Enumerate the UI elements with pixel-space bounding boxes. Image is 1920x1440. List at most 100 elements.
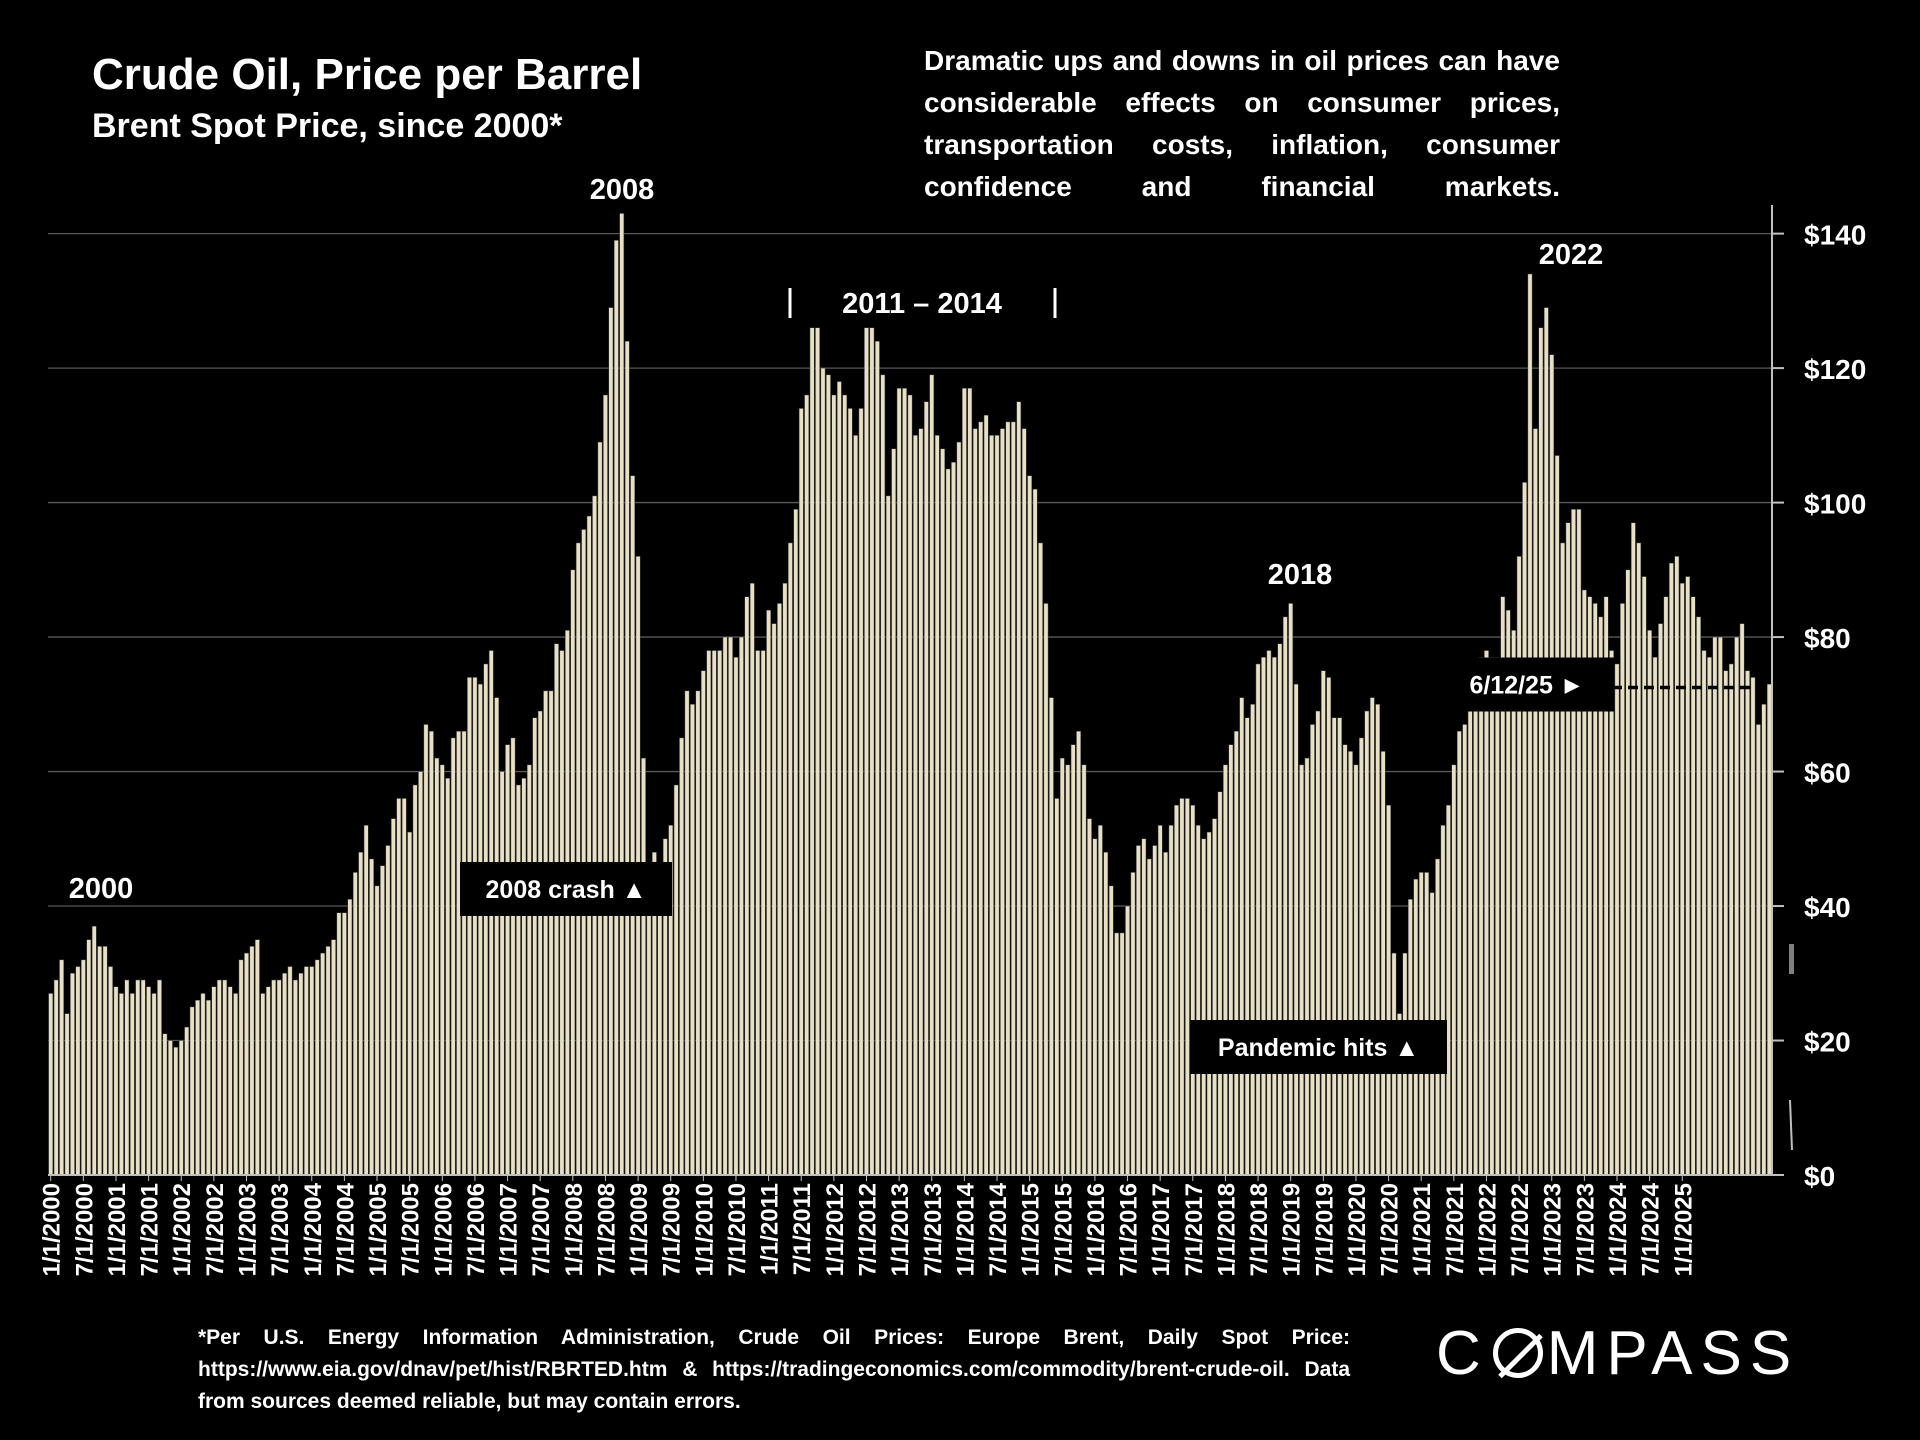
price-bar [1163,851,1168,1176]
price-bar [1750,677,1756,1176]
price-bar [630,475,636,1176]
price-bar [1669,562,1674,1176]
price-bar [581,529,587,1176]
price-bar [342,912,347,1176]
price-bar [1038,542,1043,1176]
price-bar [1451,764,1457,1176]
x-tick-label: 7/1/2022 [1507,1183,1534,1276]
price-bar [717,650,723,1176]
y-tick-label: $0 [1804,1161,1835,1192]
price-bar [826,374,831,1176]
price-bar [369,858,374,1176]
price-bar [836,381,842,1176]
compass-logo: C MPASS [1436,1319,1800,1388]
x-tick-label: 7/1/2011 [789,1183,816,1275]
price-bar [1717,636,1723,1176]
price-bar [1125,905,1130,1176]
price-bar [456,730,461,1176]
price-bar [967,388,973,1176]
price-bar [1484,650,1489,1176]
price-bar [619,213,625,1176]
price-bar [575,542,581,1176]
price-bar [1206,831,1212,1176]
price-bar [102,946,108,1176]
price-bar [1201,838,1207,1176]
price-bar [956,441,962,1176]
price-bar [1059,757,1065,1176]
price-bar [1043,603,1049,1176]
label-current-date: 6/12/25 ► [1440,657,1614,712]
price-bar [1212,818,1217,1176]
price-bar [951,461,956,1176]
price-bar [1299,764,1304,1176]
x-tick-label: 7/1/2023 [1572,1183,1599,1276]
price-bar [1739,623,1745,1176]
price-bar [499,771,505,1176]
x-tick-label: 1/1/2009 [626,1183,653,1276]
price-bar [461,730,467,1176]
x-tick-label: 1/1/2012 [822,1183,849,1276]
price-bar [1010,421,1016,1176]
price-bar [1696,616,1701,1176]
price-bar [1701,650,1707,1176]
price-bar [429,730,434,1176]
x-tick-label: 7/1/2002 [202,1183,229,1276]
price-bar [739,636,744,1176]
price-bar [603,394,608,1176]
price-bar [728,636,733,1176]
price-bar [347,899,353,1176]
axis-break-mark [1789,1099,1793,1151]
y-tick-label: $80 [1804,623,1851,654]
price-bar [1440,825,1446,1176]
price-bar [1614,663,1620,1176]
price-bar [537,710,543,1176]
price-bar [831,394,837,1176]
price-bar [151,993,157,1176]
x-tick-label: 7/1/2008 [593,1183,620,1276]
price-bar [450,737,456,1176]
price-bar [1467,683,1473,1176]
price-bar [86,939,92,1176]
x-tick-label: 1/1/2013 [887,1183,914,1276]
price-bar [206,999,211,1176]
price-bar [532,717,538,1176]
price-bar [1244,717,1250,1176]
price-bar [505,744,510,1176]
x-tick-label: 7/1/2005 [398,1183,425,1276]
price-bar [1658,623,1663,1176]
price-bar [1554,455,1560,1176]
price-bar [1141,838,1147,1176]
price-bar [684,690,690,1176]
x-tick-label: 1/1/2014 [952,1182,979,1276]
price-bar [1065,764,1071,1176]
price-bar [940,448,946,1176]
price-bar [1114,932,1120,1176]
price-bar [875,340,880,1176]
price-bar [1184,798,1190,1176]
price-bar [766,609,771,1176]
label-2022: 2022 [1539,239,1604,271]
price-bar [1756,724,1761,1176]
price-bar [1217,791,1223,1176]
price-bar [962,388,967,1176]
price-bar [646,872,652,1176]
price-bar [885,495,891,1176]
price-bar [1386,804,1391,1176]
price-bar [1288,603,1294,1176]
period-bg [776,280,1084,322]
label-pandemic-text: Pandemic hits ▲ [1218,1034,1419,1062]
price-bar [265,986,271,1176]
price-bar [516,784,521,1176]
x-tick-label: 1/1/2019 [1279,1183,1306,1276]
price-bar [1021,428,1027,1176]
price-bar [97,946,103,1176]
price-bar [1049,697,1054,1176]
price-bar [809,327,815,1176]
price-bar [1576,509,1582,1176]
price-bar [1315,710,1321,1176]
price-bar [1522,482,1527,1176]
price-bar [1337,717,1343,1176]
price-bar [695,690,701,1176]
y-tick-label: $140 [1804,220,1866,251]
x-tick-label: 1/1/2003 [235,1183,262,1276]
